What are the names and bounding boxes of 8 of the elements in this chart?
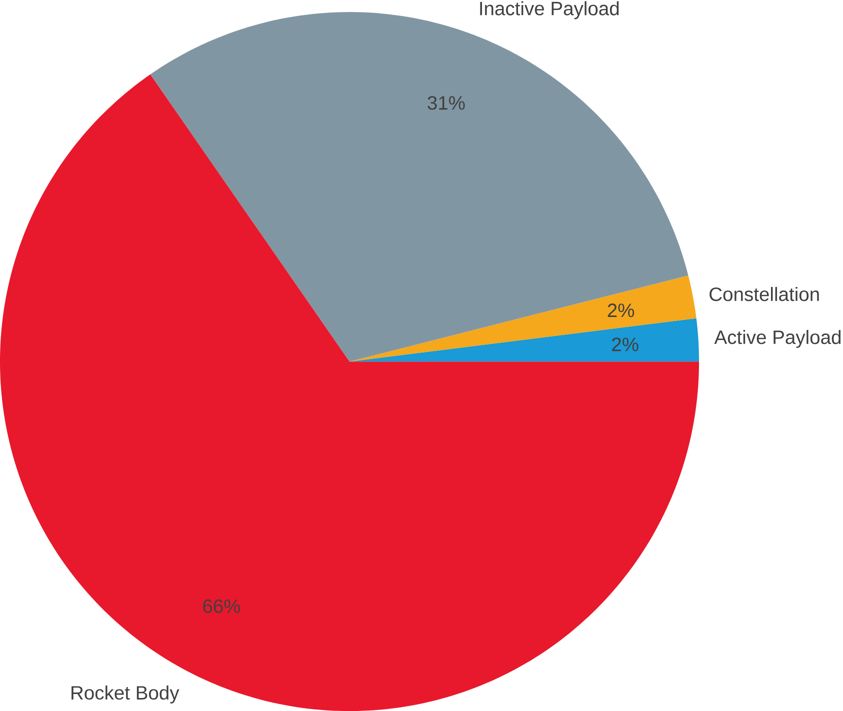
data-label: 2% [612,338,638,352]
slice-label: Rocket Body [72,685,180,704]
slice-label: Active Payload [714,330,841,348]
data-label: 66% [203,599,240,614]
data-label: 2% [608,304,634,318]
data-label: 31% [428,96,465,110]
slice-label: Constellation [710,286,819,302]
slice-label: Inactive Payload [480,1,619,20]
